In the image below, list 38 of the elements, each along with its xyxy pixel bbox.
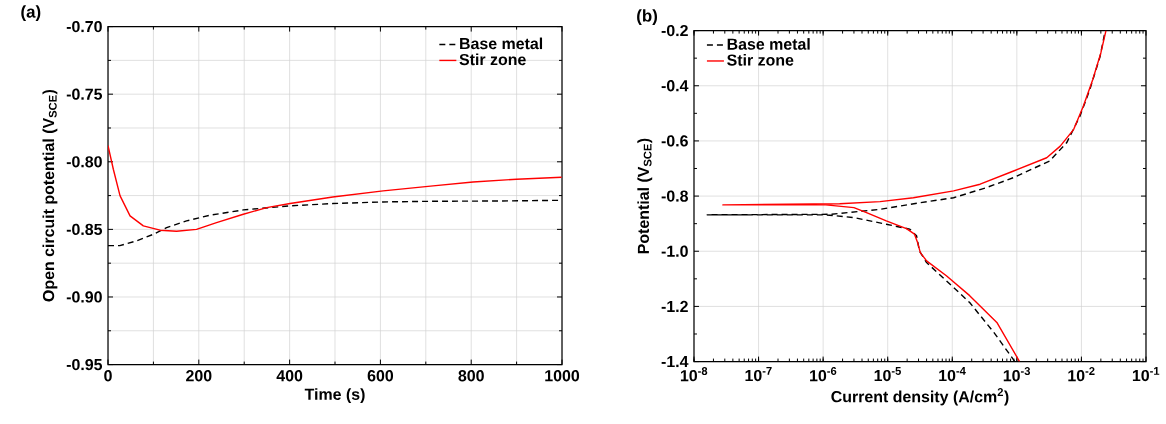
- chart-title: (a): [21, 5, 41, 22]
- x-tick-label: 10$^{-4}$: [939, 367, 966, 382]
- y-tick-label: -0.8: [661, 190, 688, 202]
- legend-label: Base metal: [460, 37, 543, 50]
- x-axis-title: Current density (A/cm$^{2}$): [831, 388, 1009, 406]
- x-tick-label: 0: [104, 370, 112, 382]
- y-tick-label: -0.70: [66, 21, 102, 33]
- x-axis-title: Time (s): [304, 388, 365, 404]
- y-tick-label: -0.2: [661, 25, 688, 37]
- y-tick-label: -1.0: [661, 245, 688, 258]
- x-tick-label: 10$^{-5}$: [874, 367, 901, 382]
- line-series: [108, 145, 563, 233]
- legend-label: Stir zone: [459, 53, 526, 66]
- x-tick-label: 800: [458, 370, 484, 382]
- x-tick-label: 1000: [545, 370, 580, 382]
- y-tick-label: -0.75: [66, 88, 103, 101]
- x-tick-label: 600: [367, 370, 394, 382]
- y-tick-label: -0.90: [66, 291, 102, 303]
- legend-label: Base metal: [727, 38, 810, 50]
- y-tick-label: -1.2: [661, 301, 688, 313]
- x-tick-label: 200: [186, 370, 212, 382]
- x-tick-label: 10$^{-6}$: [810, 367, 837, 382]
- x-tick-label: 10$^{-8}$: [680, 367, 708, 382]
- y-axis-title: Open circuit potential (V$_{SCE}$): [42, 90, 58, 302]
- legend-label: Stir zone: [727, 54, 794, 66]
- y-axis-title: Potential (V$_{SCE}$): [637, 138, 653, 254]
- y-tick-label: -0.95: [66, 359, 103, 371]
- y-tick-label: -1.4: [661, 356, 689, 368]
- y-tick-label: -0.80: [66, 156, 102, 168]
- x-tick-label: 400: [276, 370, 303, 382]
- x-tick-label: 10$^{-7}$: [745, 367, 772, 382]
- x-tick-label: 10$^{-2}$: [1068, 367, 1095, 382]
- y-tick-label: -0.85: [66, 223, 103, 236]
- x-tick-label: 10$^{-3}$: [1003, 367, 1031, 382]
- chart-title: (b): [637, 9, 658, 26]
- x-tick-label: 10$^{-1}$: [1132, 367, 1160, 382]
- y-tick-label: -0.4: [661, 80, 689, 92]
- y-tick-label: -0.6: [661, 135, 688, 147]
